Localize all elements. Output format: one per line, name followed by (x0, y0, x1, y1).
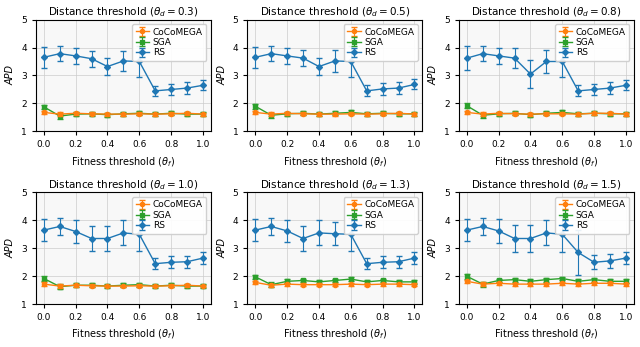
Title: Distance threshold ($\theta_d = 1.3$): Distance threshold ($\theta_d = 1.3$) (260, 178, 410, 192)
X-axis label: Fitness threshold ($\theta_f$): Fitness threshold ($\theta_f$) (283, 155, 387, 169)
Legend: CoCoMEGA, SGA, RS: CoCoMEGA, SGA, RS (555, 197, 629, 234)
Y-axis label: APD: APD (429, 66, 438, 85)
Y-axis label: APD: APD (6, 66, 15, 85)
Title: Distance threshold ($\theta_d = 1.0$): Distance threshold ($\theta_d = 1.0$) (48, 178, 199, 192)
Y-axis label: APD: APD (217, 238, 227, 258)
Legend: CoCoMEGA, SGA, RS: CoCoMEGA, SGA, RS (132, 24, 207, 61)
Y-axis label: APD: APD (429, 238, 438, 258)
Y-axis label: APD: APD (217, 66, 227, 85)
Legend: CoCoMEGA, SGA, RS: CoCoMEGA, SGA, RS (344, 24, 418, 61)
Title: Distance threshold ($\theta_d = 0.3$): Distance threshold ($\theta_d = 0.3$) (48, 6, 199, 19)
X-axis label: Fitness threshold ($\theta_f$): Fitness threshold ($\theta_f$) (494, 155, 598, 169)
Title: Distance threshold ($\theta_d = 0.5$): Distance threshold ($\theta_d = 0.5$) (260, 6, 410, 19)
X-axis label: Fitness threshold ($\theta_f$): Fitness threshold ($\theta_f$) (494, 328, 598, 341)
X-axis label: Fitness threshold ($\theta_f$): Fitness threshold ($\theta_f$) (71, 328, 175, 341)
Y-axis label: APD: APD (6, 238, 15, 258)
X-axis label: Fitness threshold ($\theta_f$): Fitness threshold ($\theta_f$) (283, 328, 387, 341)
Legend: CoCoMEGA, SGA, RS: CoCoMEGA, SGA, RS (132, 197, 207, 234)
X-axis label: Fitness threshold ($\theta_f$): Fitness threshold ($\theta_f$) (71, 155, 175, 169)
Title: Distance threshold ($\theta_d = 0.8$): Distance threshold ($\theta_d = 0.8$) (471, 6, 621, 19)
Legend: CoCoMEGA, SGA, RS: CoCoMEGA, SGA, RS (344, 197, 418, 234)
Title: Distance threshold ($\theta_d = 1.5$): Distance threshold ($\theta_d = 1.5$) (471, 178, 621, 192)
Legend: CoCoMEGA, SGA, RS: CoCoMEGA, SGA, RS (555, 24, 629, 61)
